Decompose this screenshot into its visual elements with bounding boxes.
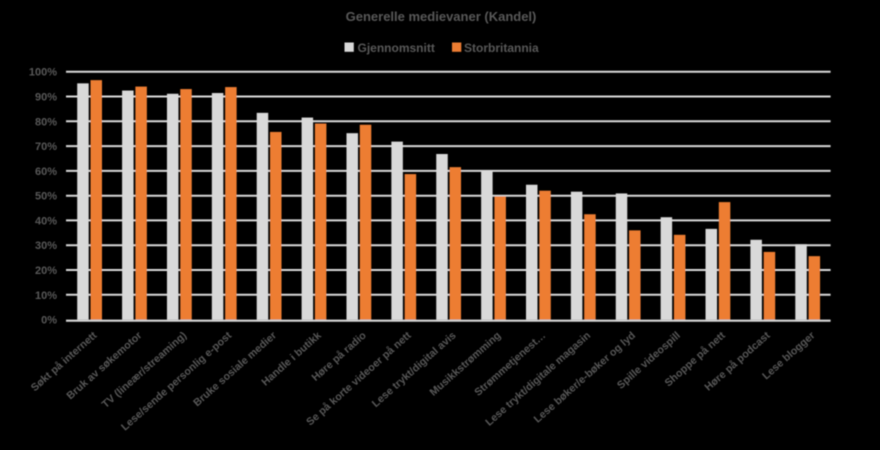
svg-text:0%: 0%	[41, 315, 57, 327]
svg-text:70%: 70%	[35, 141, 57, 153]
svg-text:40%: 40%	[35, 215, 57, 227]
svg-text:Gjennomsnitt: Gjennomsnitt	[358, 41, 435, 55]
svg-text:100%: 100%	[29, 67, 57, 79]
svg-text:90%: 90%	[35, 92, 57, 104]
svg-text:80%: 80%	[35, 116, 57, 128]
svg-text:Storbritannia: Storbritannia	[464, 41, 539, 55]
svg-text:Generelle medievaner (Kandel): Generelle medievaner (Kandel)	[346, 9, 537, 24]
svg-text:30%: 30%	[35, 240, 57, 252]
svg-text:60%: 60%	[35, 166, 57, 178]
svg-text:50%: 50%	[35, 191, 57, 203]
svg-text:20%: 20%	[35, 265, 57, 277]
svg-text:10%: 10%	[35, 290, 57, 302]
